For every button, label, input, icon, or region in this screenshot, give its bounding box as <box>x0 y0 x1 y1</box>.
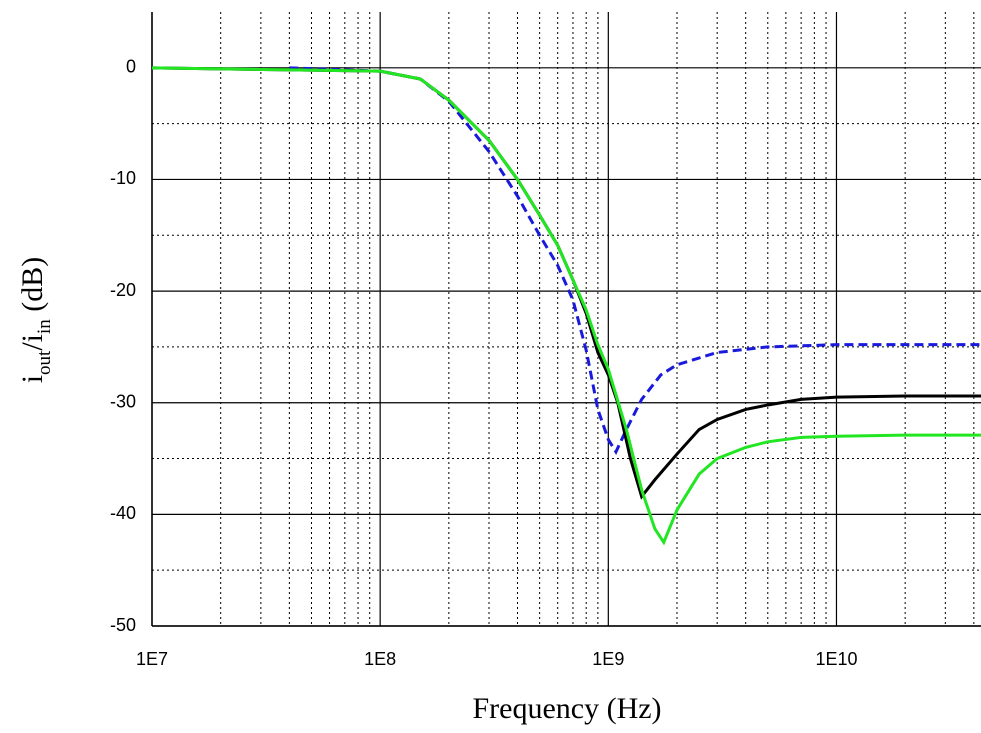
y-title-sub: out <box>34 350 55 375</box>
y-tick-label: -10 <box>110 168 136 188</box>
x-tick-label: 1E7 <box>136 649 168 669</box>
x-tick-label: 1E9 <box>592 649 624 669</box>
y-tick-label: -30 <box>110 391 136 411</box>
y-title-part: (dB) <box>16 257 49 320</box>
y-title-sub: in <box>34 319 55 334</box>
series-line <box>289 66 981 455</box>
series-line <box>151 66 981 546</box>
y-tick-label: -20 <box>110 280 136 300</box>
y-axis-title: iout/iin (dB) <box>16 257 55 384</box>
x-axis-title: Frequency (Hz) <box>472 692 661 725</box>
y-tick-label: 0 <box>126 57 136 77</box>
y-title-part: /i <box>16 334 49 351</box>
y-title-part: i <box>16 375 49 383</box>
x-tick-label: 1E8 <box>364 649 396 669</box>
y-tick-label: -50 <box>110 615 136 635</box>
x-tick-label: 1E10 <box>815 649 857 669</box>
y-tick-label: -40 <box>110 503 136 523</box>
